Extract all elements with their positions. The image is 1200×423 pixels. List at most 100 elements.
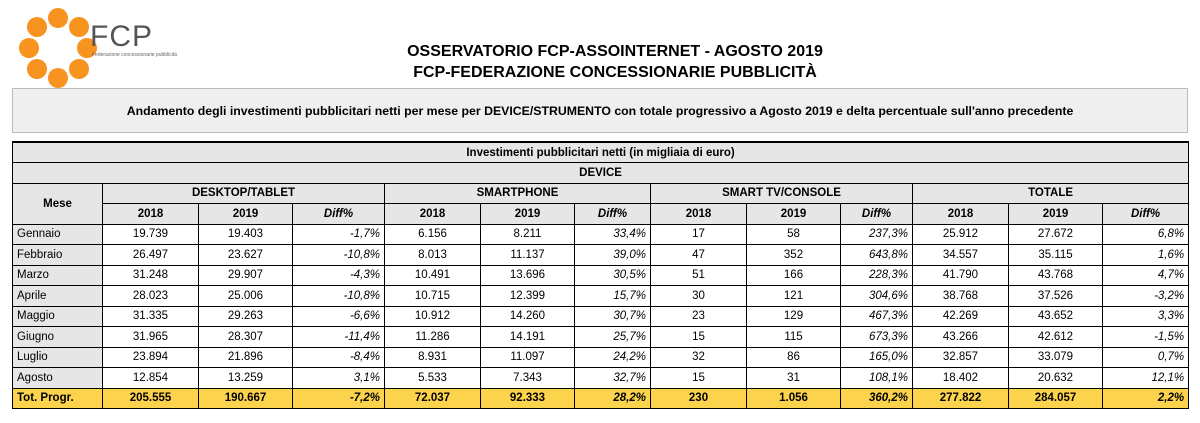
value-cell: 72.037 — [384, 387, 481, 409]
value-cell: 31.335 — [102, 305, 199, 327]
group-header-smarttv: SMART TV/CONSOLE — [650, 182, 913, 204]
diff-cell: 673,3% — [840, 326, 913, 348]
value-cell: 1.056 — [746, 387, 841, 409]
diff-cell: 304,6% — [840, 285, 913, 307]
total-label: Tot. Progr. — [12, 387, 103, 409]
diff-cell: 30,7% — [574, 305, 651, 327]
value-cell: 12.399 — [480, 285, 575, 307]
month-label: Maggio — [12, 305, 103, 327]
value-cell: 37.526 — [1008, 285, 1103, 307]
diff-cell: 1,6% — [1101, 244, 1190, 266]
value-cell: 43.768 — [1008, 264, 1103, 286]
table-row: Marzo 31.248 29.907 -4,3% 10.491 13.696 30,5% 5… — [12, 264, 1190, 286]
table-row: Giugno 31.965 28.307 -11,4% 11.286 14.191 25,7… — [12, 326, 1190, 348]
value-cell: 5.533 — [384, 367, 481, 389]
value-cell: 51 — [650, 264, 747, 286]
value-cell: 7.343 — [480, 367, 575, 389]
diff-cell: -11,4% — [292, 326, 385, 348]
value-cell: 26.497 — [102, 244, 199, 266]
month-label: Febbraio — [12, 244, 103, 266]
value-cell: 13.696 — [480, 264, 575, 286]
page-subtitle-org: FCP-FEDERAZIONE CONCESSIONARIE PUBBLICIT… — [413, 64, 817, 81]
value-cell: 31 — [746, 367, 841, 389]
value-cell: 115 — [746, 326, 841, 348]
value-cell: 277.822 — [912, 387, 1009, 409]
value-cell: 32.857 — [912, 346, 1009, 368]
diff-cell: 467,3% — [840, 305, 913, 327]
value-cell: 33.079 — [1008, 346, 1103, 368]
value-cell: 43.266 — [912, 326, 1009, 348]
value-cell: 47 — [650, 244, 747, 266]
group-header-smartphone: SMARTPHONE — [384, 182, 651, 204]
group-header-desktop: DESKTOP/TABLET — [102, 182, 385, 204]
diff-cell: 39,0% — [574, 244, 651, 266]
value-cell: 205.555 — [102, 387, 199, 409]
value-cell: 13.259 — [198, 367, 293, 389]
diff-cell: 30,5% — [574, 264, 651, 286]
value-cell: 19.403 — [198, 223, 293, 245]
year-header-2019: 2019 — [480, 203, 575, 225]
value-cell: 10.912 — [384, 305, 481, 327]
logo-tagline: Federazione concessionarie pubblicità — [92, 52, 178, 58]
logo-wordmark: FCP — [90, 20, 153, 53]
diff-header: Diff% — [574, 203, 651, 225]
value-cell: 6.156 — [384, 223, 481, 245]
value-cell: 35.115 — [1008, 244, 1103, 266]
value-cell: 166 — [746, 264, 841, 286]
value-cell: 31.248 — [102, 264, 199, 286]
diff-cell: -4,3% — [292, 264, 385, 286]
value-cell: 23.894 — [102, 346, 199, 368]
value-cell: 42.612 — [1008, 326, 1103, 348]
value-cell: 92.333 — [480, 387, 575, 409]
diff-header: Diff% — [840, 203, 913, 225]
group-header-totale: TOTALE — [911, 182, 1190, 204]
diff-cell: 237,3% — [840, 223, 913, 245]
year-header-2019: 2019 — [746, 203, 841, 225]
value-cell: 19.739 — [102, 223, 199, 245]
diff-cell: 3,3% — [1101, 305, 1190, 327]
report-description: Andamento degli investimenti pubblicitar… — [126, 104, 1074, 118]
value-cell: 18.402 — [912, 367, 1009, 389]
diff-cell: -10,8% — [292, 244, 385, 266]
value-cell: 190.667 — [198, 387, 293, 409]
value-cell: 30 — [650, 285, 747, 307]
diff-header: Diff% — [292, 203, 385, 225]
table-row: Febbraio 26.497 23.627 -10,8% 8.013 11.137 39,… — [12, 244, 1190, 266]
value-cell: 11.137 — [480, 244, 575, 266]
year-header-2019: 2019 — [198, 203, 293, 225]
value-cell: 28.307 — [198, 326, 293, 348]
value-cell: 38.768 — [912, 285, 1009, 307]
value-cell: 23.627 — [198, 244, 293, 266]
year-header-2018: 2018 — [102, 203, 199, 225]
year-header-2018: 2018 — [650, 203, 747, 225]
value-cell: 8.211 — [480, 223, 575, 245]
table-row: Agosto 12.854 13.259 3,1% 5.533 7.343 32,7% 15 3… — [12, 367, 1190, 389]
fcp-logo — [19, 8, 97, 88]
diff-cell: 33,4% — [574, 223, 651, 245]
year-header-2019: 2019 — [1008, 203, 1103, 225]
diff-cell: 28,2% — [574, 387, 651, 409]
table-row: Luglio 23.894 21.896 -8,4% 8.931 11.097 24,2% 3… — [12, 346, 1190, 368]
value-cell: 28.023 — [102, 285, 199, 307]
value-cell: 352 — [746, 244, 841, 266]
value-cell: 23 — [650, 305, 747, 327]
diff-cell: 25,7% — [574, 326, 651, 348]
month-label: Luglio — [12, 346, 103, 368]
month-label: Marzo — [12, 264, 103, 286]
diff-cell: 228,3% — [840, 264, 913, 286]
value-cell: 10.715 — [384, 285, 481, 307]
month-column-header: Mese — [12, 182, 103, 225]
diff-cell: 4,7% — [1101, 264, 1190, 286]
value-cell: 43.652 — [1008, 305, 1103, 327]
diff-cell: 165,0% — [840, 346, 913, 368]
value-cell: 14.191 — [480, 326, 575, 348]
diff-cell: -1,7% — [292, 223, 385, 245]
value-cell: 29.907 — [198, 264, 293, 286]
diff-cell: 108,1% — [840, 367, 913, 389]
value-cell: 12.854 — [102, 367, 199, 389]
value-cell: 86 — [746, 346, 841, 368]
value-cell: 230 — [650, 387, 747, 409]
value-cell: 11.286 — [384, 326, 481, 348]
value-cell: 129 — [746, 305, 841, 327]
diff-cell: 12,1% — [1101, 367, 1190, 389]
